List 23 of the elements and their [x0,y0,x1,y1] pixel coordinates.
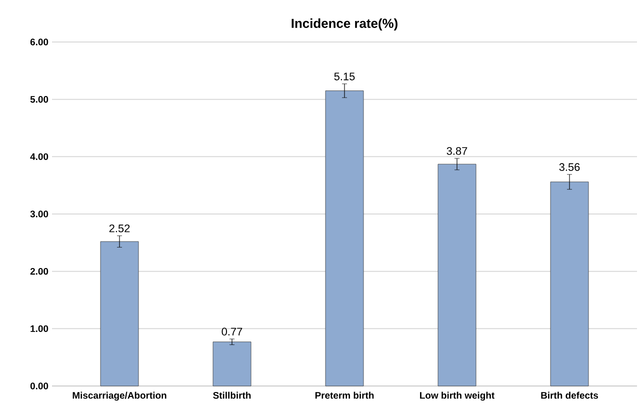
bar [100,241,139,386]
data-label: 3.87 [446,147,468,155]
bar [212,342,252,386]
y-tick-label: 4.00 [30,153,48,160]
y-tick-label: 1.00 [30,325,48,332]
y-tick-label: 6.00 [30,38,48,46]
bar [550,182,589,386]
x-tick-label: Preterm birth [315,392,374,399]
x-tick-label: Stillbirth [213,392,251,399]
y-tick-label: 0.00 [30,382,48,390]
x-tick-label: Miscarriage/Abortion [72,392,166,401]
y-tick-label: 2.00 [30,268,48,275]
data-label: 5.15 [334,72,355,80]
y-tick-label: 5.00 [30,96,48,103]
data-label: 3.56 [559,163,580,171]
chart-title: Incidence rate(%) [292,18,398,31]
data-label: 0.77 [222,328,242,336]
x-tick-label: Low birth weight [420,392,494,401]
x-tick-label: Birth defects [541,392,598,399]
data-label: 2.52 [109,224,130,232]
bar [325,90,364,386]
y-tick-label: 3.00 [30,210,48,218]
bar [438,164,476,386]
